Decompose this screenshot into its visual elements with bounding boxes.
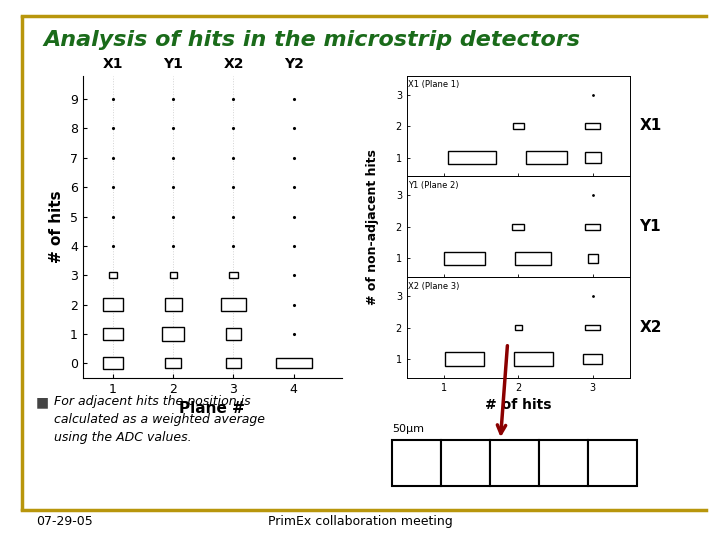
Text: 07-29-05: 07-29-05	[36, 515, 93, 528]
Bar	[170, 272, 177, 279]
Bar	[163, 327, 184, 341]
Bar	[515, 326, 522, 330]
Text: Y2: Y2	[284, 57, 304, 71]
Text: X2: X2	[223, 57, 244, 71]
Bar	[444, 252, 485, 265]
Bar	[585, 152, 601, 163]
Bar	[448, 151, 497, 164]
Bar	[585, 326, 600, 330]
Bar	[103, 357, 122, 369]
Text: X1 (Plane 1): X1 (Plane 1)	[408, 80, 459, 89]
Text: For adjacent hits the position is
calculated as a weighted average
using the ADC: For adjacent hits the position is calcul…	[54, 395, 265, 444]
Text: X1: X1	[639, 118, 662, 133]
Bar	[514, 353, 553, 366]
Text: Y1: Y1	[639, 219, 661, 234]
Text: X1: X1	[103, 57, 123, 71]
Text: # of non-adjacent hits: # of non-adjacent hits	[366, 149, 379, 305]
Bar	[103, 299, 122, 310]
Text: X2 (Plane 3): X2 (Plane 3)	[408, 282, 459, 291]
Bar	[516, 252, 551, 265]
Bar	[226, 358, 241, 368]
X-axis label: Plane #: Plane #	[179, 401, 246, 416]
Y-axis label: # of hits: # of hits	[50, 191, 64, 263]
Bar	[222, 298, 246, 312]
Bar	[103, 328, 122, 340]
Bar	[585, 123, 600, 129]
Text: ■: ■	[36, 395, 49, 409]
Bar	[109, 272, 117, 279]
Text: 50μm: 50μm	[392, 423, 424, 434]
X-axis label: # of hits: # of hits	[485, 399, 552, 413]
Bar	[526, 151, 567, 164]
Bar	[585, 224, 600, 230]
Bar	[166, 358, 181, 368]
Bar	[513, 123, 523, 129]
Bar	[583, 354, 603, 364]
Bar	[229, 272, 238, 279]
Bar	[165, 299, 181, 310]
Text: Y1: Y1	[163, 57, 183, 71]
Text: Analysis of hits in the microstrip detectors: Analysis of hits in the microstrip detec…	[43, 30, 580, 50]
Text: PrimEx collaboration meeting: PrimEx collaboration meeting	[268, 515, 452, 528]
Bar	[513, 224, 524, 230]
Bar	[588, 254, 598, 262]
Text: X2: X2	[639, 320, 662, 335]
Bar	[276, 358, 312, 368]
Text: Y1 (Plane 2): Y1 (Plane 2)	[408, 181, 459, 190]
Bar	[446, 353, 484, 366]
Bar	[225, 328, 241, 340]
